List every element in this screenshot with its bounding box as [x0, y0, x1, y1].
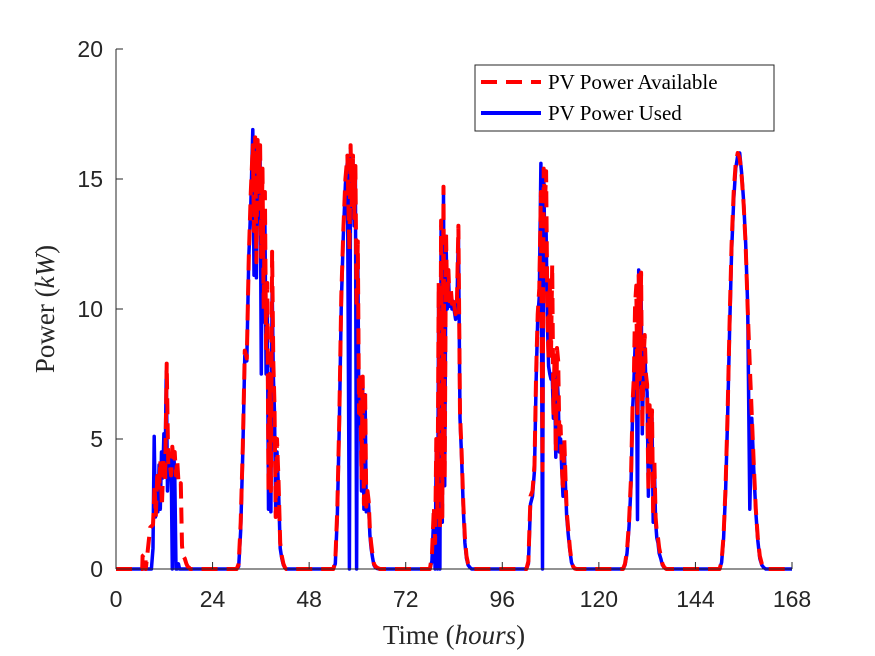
x-tick-label: 168 — [773, 586, 811, 612]
x-axis-label: Time (hours) — [383, 620, 525, 650]
x-tick-label: 24 — [200, 586, 226, 612]
x-tick-label: 48 — [296, 586, 322, 612]
y-tick-label: 0 — [90, 556, 103, 582]
x-tick-label: 72 — [393, 586, 419, 612]
tick-labels: 0 24 48 72 96 120 144 168 0 5 10 15 20 — [77, 36, 811, 612]
plot-lines — [116, 127, 792, 571]
legend-label-available: PV Power Available — [548, 70, 718, 94]
x-tick-label: 0 — [110, 586, 123, 612]
x-tick-label: 144 — [676, 586, 715, 612]
x-tick-label: 120 — [580, 586, 618, 612]
legend: PV Power Available PV Power Used — [474, 64, 775, 132]
legend-label-used: PV Power Used — [548, 101, 682, 125]
y-tick-label: 5 — [90, 426, 103, 452]
axes — [115, 48, 793, 570]
x-tick-label: 96 — [489, 586, 515, 612]
legend-box — [474, 64, 775, 132]
y-tick-label: 10 — [77, 296, 103, 322]
series-line-available — [116, 135, 792, 571]
y-tick-label: 20 — [77, 36, 103, 62]
y-axis-label: Power (kW) — [30, 245, 60, 373]
y-tick-label: 15 — [77, 166, 103, 192]
